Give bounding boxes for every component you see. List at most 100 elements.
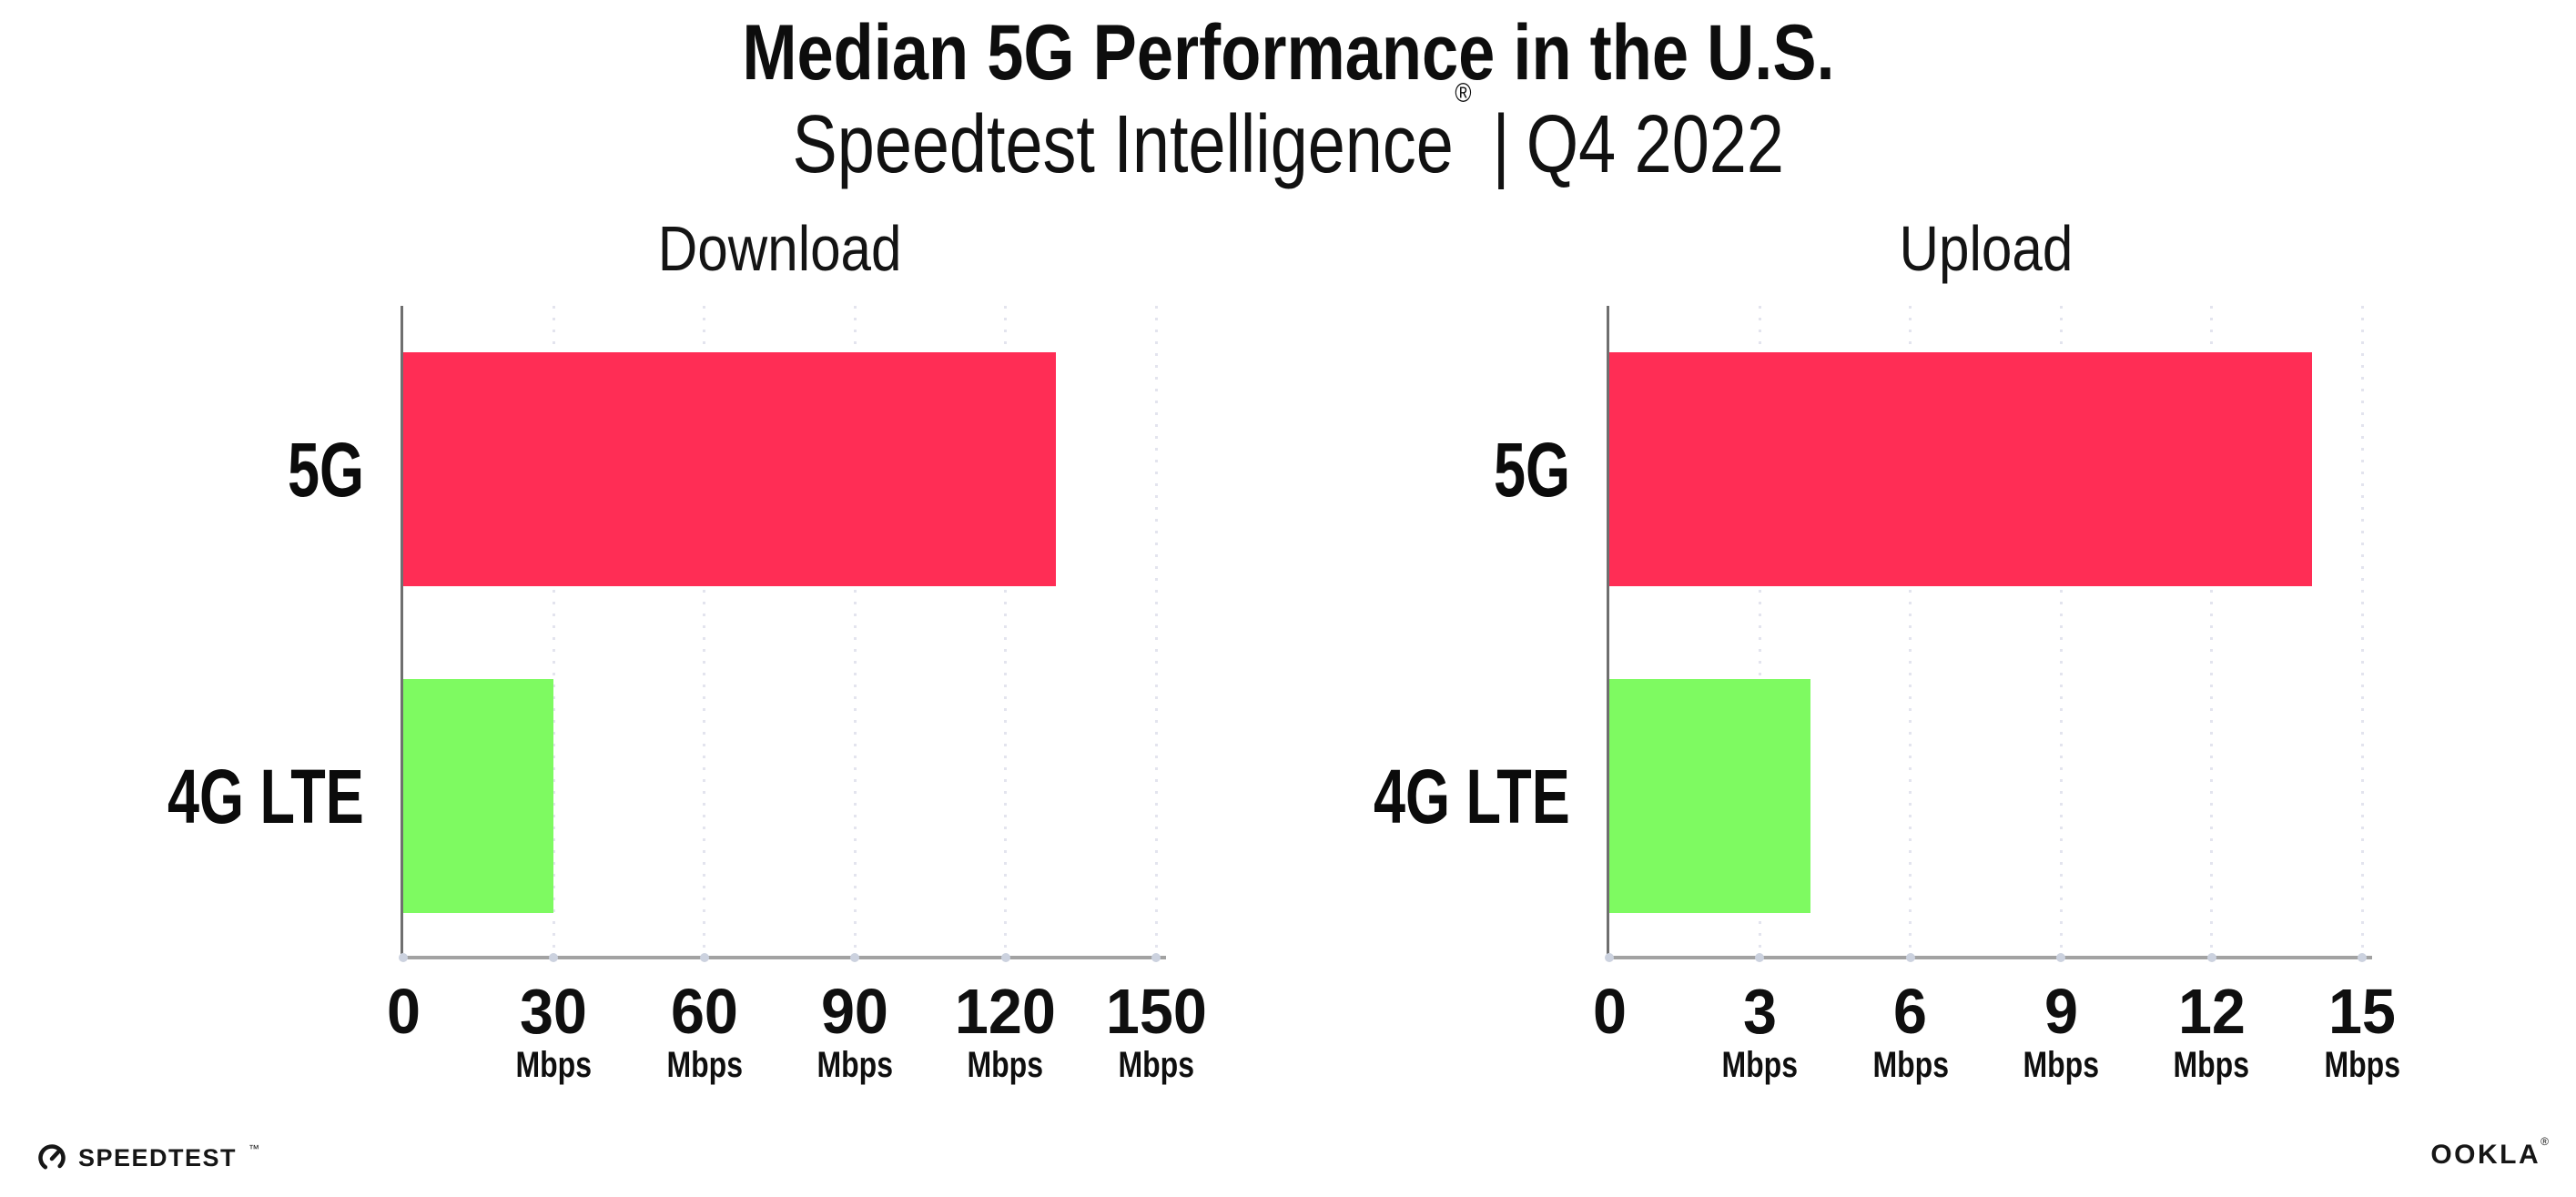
chart-title-text-download: Download bbox=[657, 213, 902, 284]
axis-tick-dot-upload-3 bbox=[1755, 953, 1765, 962]
axis-tick-dot-download-0 bbox=[399, 953, 408, 962]
x-axis-line-download bbox=[401, 956, 1166, 959]
tick-label-upload-3: 3 bbox=[1659, 979, 1860, 1043]
bar-download-4g-lte bbox=[403, 679, 554, 913]
y-axis-line-download bbox=[401, 306, 403, 958]
tick-label-upload-9: 9 bbox=[1961, 979, 2161, 1043]
tick-label-text-upload-12: 12 bbox=[2177, 976, 2246, 1047]
tick-unit-upload-12: Mbps bbox=[2112, 1047, 2312, 1083]
tick-unit-text-upload-9: Mbps bbox=[2023, 1045, 2099, 1085]
grid-line-upload-3 bbox=[1758, 306, 1761, 958]
tick-unit-upload-3: Mbps bbox=[1659, 1047, 1860, 1083]
page-subtitle-text: Speedtest Intelligence® | Q4 2022 bbox=[792, 78, 1784, 190]
category-label-text-download-5g: 5G bbox=[287, 426, 364, 512]
page-subtitle: Speedtest Intelligence® | Q4 2022 bbox=[0, 78, 2576, 190]
tick-unit-download-60: Mbps bbox=[604, 1047, 805, 1083]
tick-label-text-download-90: 90 bbox=[821, 976, 889, 1047]
axis-tick-dot-download-90 bbox=[850, 953, 860, 962]
axis-tick-dot-download-150 bbox=[1151, 953, 1161, 962]
tick-unit-upload-9: Mbps bbox=[1961, 1047, 2161, 1083]
ookla-logo: OOKLA® bbox=[2430, 1135, 2549, 1171]
ookla-logo-text: OOKLA bbox=[2430, 1140, 2541, 1170]
grid-line-download-30 bbox=[552, 306, 555, 958]
tick-label-text-download-60: 60 bbox=[670, 976, 738, 1047]
axis-tick-dot-download-30 bbox=[549, 953, 559, 962]
speedometer-gauge-icon bbox=[38, 1144, 66, 1172]
speedtest-logo-text: SPEEDTEST bbox=[78, 1143, 238, 1172]
category-label-download-4g-lte: 4G LTE bbox=[55, 758, 364, 835]
category-label-upload-5g: 5G bbox=[1261, 431, 1570, 508]
tick-label-text-download-30: 30 bbox=[520, 976, 588, 1047]
tick-label-text-download-120: 120 bbox=[955, 976, 1057, 1047]
tick-unit-text-upload-6: Mbps bbox=[1872, 1045, 1949, 1085]
category-label-text-download-4g-lte: 4G LTE bbox=[167, 753, 364, 839]
tick-label-download-90: 90 bbox=[755, 979, 955, 1043]
tick-label-text-upload-0: 0 bbox=[1592, 976, 1627, 1047]
tick-label-text-upload-3: 3 bbox=[1742, 976, 1777, 1047]
tick-unit-text-download-120: Mbps bbox=[967, 1045, 1044, 1085]
tick-unit-text-download-150: Mbps bbox=[1118, 1045, 1194, 1085]
trademark-mark: ™ bbox=[248, 1142, 260, 1155]
axis-tick-dot-upload-6 bbox=[1905, 953, 1915, 962]
page-title: Median 5G Performance in the U.S. bbox=[0, 11, 2576, 95]
page-title-text: Median 5G Performance in the U.S. bbox=[741, 9, 1835, 96]
grid-line-download-150 bbox=[1154, 306, 1158, 958]
y-axis-line-upload bbox=[1607, 306, 1609, 958]
grid-line-upload-12 bbox=[2210, 306, 2214, 958]
tick-unit-upload-15: Mbps bbox=[2262, 1047, 2462, 1083]
axis-tick-dot-upload-0 bbox=[1605, 953, 1614, 962]
speedtest-logo: SPEEDTEST ™ bbox=[36, 1141, 259, 1175]
grid-line-upload-15 bbox=[2360, 306, 2364, 958]
chart-title-download: Download bbox=[403, 217, 1156, 280]
tick-label-text-upload-15: 15 bbox=[2328, 976, 2396, 1047]
tick-label-text-download-150: 150 bbox=[1105, 976, 1207, 1047]
tick-label-download-120: 120 bbox=[906, 979, 1106, 1043]
tick-label-download-150: 150 bbox=[1056, 979, 1256, 1043]
tick-unit-download-90: Mbps bbox=[755, 1047, 955, 1083]
axis-tick-dot-upload-15 bbox=[2358, 953, 2367, 962]
tick-unit-text-download-30: Mbps bbox=[515, 1045, 593, 1085]
bar-upload-4g-lte bbox=[1609, 679, 1810, 913]
registered-mark: ® bbox=[2541, 1134, 2549, 1148]
tick-label-upload-0: 0 bbox=[1509, 979, 1709, 1043]
grid-line-upload-6 bbox=[1909, 306, 1912, 958]
tick-unit-text-download-60: Mbps bbox=[666, 1045, 743, 1085]
grid-line-download-90 bbox=[853, 306, 857, 958]
category-label-text-upload-4g-lte: 4G LTE bbox=[1374, 753, 1570, 839]
tick-unit-download-150: Mbps bbox=[1056, 1047, 1256, 1083]
tick-unit-text-download-90: Mbps bbox=[816, 1045, 893, 1085]
tick-unit-text-upload-12: Mbps bbox=[2173, 1045, 2250, 1085]
axis-tick-dot-download-60 bbox=[699, 953, 709, 962]
x-axis-line-upload bbox=[1607, 956, 2372, 959]
tick-unit-download-30: Mbps bbox=[453, 1047, 654, 1083]
tick-label-download-30: 30 bbox=[453, 979, 654, 1043]
registered-trademark-mark: ® bbox=[1455, 78, 1472, 108]
tick-label-download-0: 0 bbox=[303, 979, 503, 1043]
tick-label-text-upload-9: 9 bbox=[2044, 976, 2078, 1047]
category-label-upload-4g-lte: 4G LTE bbox=[1261, 758, 1570, 835]
subtitle-separator: | bbox=[1492, 99, 1510, 190]
chart-title-text-upload: Upload bbox=[1899, 213, 2073, 284]
grid-line-upload-9 bbox=[2059, 306, 2063, 958]
axis-tick-dot-upload-9 bbox=[2056, 953, 2066, 962]
tick-label-text-upload-6: 6 bbox=[1893, 976, 1928, 1047]
category-label-download-5g: 5G bbox=[55, 431, 364, 508]
axis-tick-dot-download-120 bbox=[1000, 953, 1010, 962]
tick-label-download-60: 60 bbox=[604, 979, 805, 1043]
category-label-text-upload-5g: 5G bbox=[1493, 426, 1570, 512]
bar-download-5g bbox=[403, 352, 1056, 586]
grid-line-download-120 bbox=[1004, 306, 1008, 958]
tick-unit-text-upload-3: Mbps bbox=[1721, 1045, 1799, 1085]
chart-title-upload: Upload bbox=[1609, 217, 2362, 280]
grid-line-download-60 bbox=[703, 306, 706, 958]
subtitle-period: Q4 2022 bbox=[1526, 99, 1784, 190]
tick-unit-download-120: Mbps bbox=[906, 1047, 1106, 1083]
tick-label-upload-15: 15 bbox=[2262, 979, 2462, 1043]
tick-unit-text-upload-15: Mbps bbox=[2324, 1045, 2400, 1085]
subtitle-brand: Speedtest Intelligence bbox=[792, 99, 1454, 190]
tick-label-text-download-0: 0 bbox=[386, 976, 421, 1047]
tick-unit-upload-6: Mbps bbox=[1810, 1047, 2011, 1083]
tick-label-upload-6: 6 bbox=[1810, 979, 2011, 1043]
bar-upload-5g bbox=[1609, 352, 2312, 586]
